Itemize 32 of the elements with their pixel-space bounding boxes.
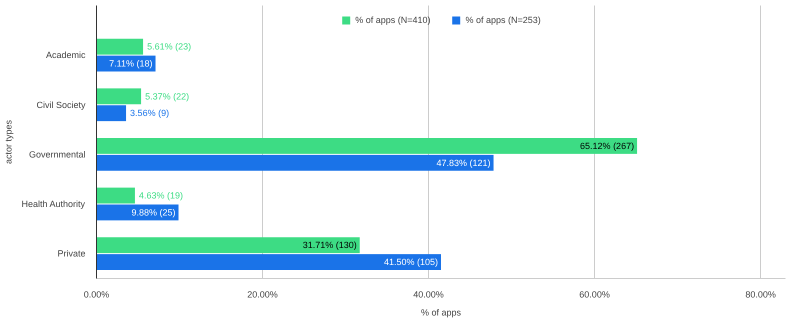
bar bbox=[96, 88, 142, 104]
y-tick-label: Academic bbox=[46, 50, 86, 60]
x-tick-label: 80.00% bbox=[745, 290, 776, 300]
y-tick-label: Governmental bbox=[28, 149, 86, 160]
bar bbox=[96, 38, 144, 55]
x-tick-label: 40.00% bbox=[413, 290, 444, 300]
data-label: 7.11% (18) bbox=[109, 58, 153, 69]
legend-label: % of apps (N=410) bbox=[355, 15, 430, 25]
x-tick-label: 20.00% bbox=[247, 290, 278, 300]
y-axis-title: actor types bbox=[3, 119, 14, 164]
y-tick-label: Private bbox=[57, 248, 86, 259]
bar bbox=[96, 254, 441, 270]
data-label: 31.71% (130) bbox=[302, 240, 357, 250]
data-label: 5.61% (23) bbox=[147, 42, 192, 52]
y-tick-label: Civil Society bbox=[36, 100, 86, 110]
data-label: 41.50% (105) bbox=[384, 257, 438, 268]
bar bbox=[96, 138, 638, 154]
data-label: 65.12% (267) bbox=[580, 140, 634, 151]
data-label: 3.56% (9) bbox=[130, 108, 170, 118]
data-label: 47.83% (121) bbox=[436, 158, 491, 168]
bar bbox=[96, 237, 360, 254]
bar bbox=[96, 154, 494, 171]
data-label: 4.63% (19) bbox=[138, 190, 183, 201]
x-tick-label: 0.00% bbox=[84, 290, 110, 300]
y-tick-label: Health Authority bbox=[21, 199, 86, 210]
legend-label: % of apps (N=253) bbox=[466, 15, 541, 25]
bar bbox=[96, 188, 135, 204]
data-label: 5.37% (22) bbox=[145, 91, 190, 102]
bar bbox=[96, 105, 126, 122]
x-axis-title: % of apps bbox=[420, 308, 462, 318]
data-label: 9.88% (25) bbox=[131, 207, 176, 218]
x-tick-label: 60.00% bbox=[579, 290, 610, 300]
